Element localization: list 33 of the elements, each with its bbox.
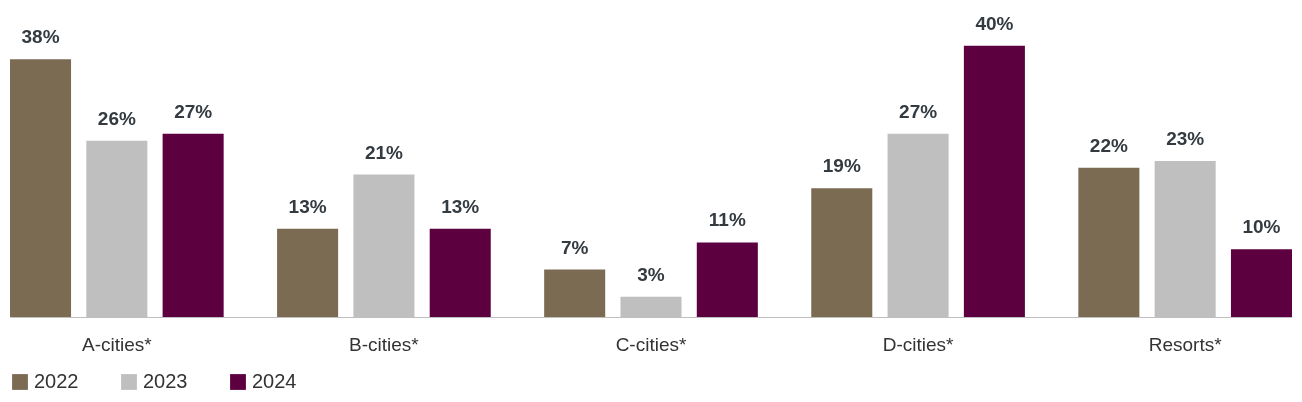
bar [1078, 167, 1140, 317]
data-label: 11% [708, 209, 746, 231]
legend-label: 2023 [143, 370, 188, 392]
bar [696, 242, 758, 317]
data-label: 40% [975, 12, 1014, 34]
legend-label: 2022 [34, 370, 79, 392]
data-label: 13% [441, 195, 480, 217]
data-label: 19% [822, 155, 861, 177]
bar [811, 188, 873, 317]
data-label: 27% [899, 100, 938, 122]
bar [277, 228, 339, 317]
legend-label: 2024 [252, 370, 297, 392]
x-tick-label: Resorts* [1148, 333, 1223, 355]
data-label: 10% [1242, 216, 1281, 238]
data-label: 21% [364, 141, 404, 163]
data-label: 26% [97, 107, 136, 129]
data-label: 22% [1089, 134, 1128, 156]
bar [544, 269, 606, 317]
bar [10, 59, 72, 317]
data-label: 13% [288, 195, 327, 217]
data-label: 3% [637, 263, 665, 285]
bar [1230, 249, 1292, 317]
data-label: 38% [21, 26, 60, 48]
data-label: 27% [174, 100, 213, 122]
data-label: 7% [560, 236, 589, 258]
x-tick-label: B-cities* [349, 333, 420, 355]
bar [429, 228, 491, 317]
bar [963, 45, 1025, 317]
x-tick-label: D-cities* [882, 333, 955, 355]
bar [162, 133, 224, 317]
data-label: 23% [1166, 128, 1205, 149]
x-tick-label: A-cities* [81, 333, 153, 355]
x-tick-label: C-cities* [615, 333, 687, 355]
